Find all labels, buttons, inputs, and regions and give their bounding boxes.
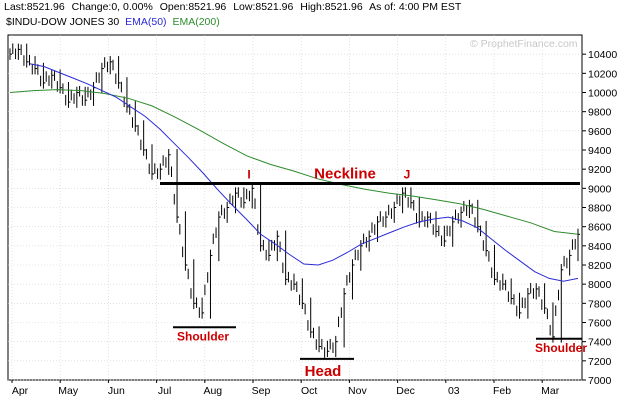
y-tick-label: 9800 — [588, 107, 612, 119]
y-tick-label: 10000 — [588, 88, 617, 100]
y-tick-label: 9200 — [588, 164, 612, 176]
open-value: Open:8521.96 — [159, 1, 227, 13]
x-tick-label: Dec — [396, 385, 415, 397]
watermark: © ProphetFinance.com — [470, 38, 578, 50]
legend-ema200: EMA(200) — [172, 16, 220, 28]
as-of-time: As of: 4:00 PM EST — [369, 1, 462, 13]
peak-j-label: J — [404, 168, 411, 182]
x-tick-label: Apr — [12, 385, 29, 397]
right-shoulder-label: Shoulder — [535, 341, 587, 355]
y-tick-label: 7800 — [588, 298, 612, 310]
y-tick-label: 7600 — [588, 318, 612, 330]
last-price: Last:8521.96 — [4, 1, 65, 13]
y-tick-label: 10400 — [588, 49, 617, 61]
x-tick-label: Nov — [348, 385, 367, 397]
y-tick-label: 8600 — [588, 222, 612, 234]
y-tick-label: 9600 — [588, 126, 612, 138]
y-tick-label: 9000 — [588, 183, 612, 195]
x-tick-label: Jun — [108, 385, 125, 397]
neckline-label: Neckline — [314, 166, 376, 183]
x-tick-label: Sep — [252, 385, 271, 397]
left-shoulder-label: Shoulder — [177, 329, 229, 343]
change-value: Change:0, 0.00% — [71, 1, 153, 13]
x-tick-label: Mar — [541, 385, 560, 397]
ema200-line — [9, 89, 579, 235]
y-tick-label: 8400 — [588, 241, 612, 253]
y-tick-label: 7000 — [588, 375, 612, 387]
quote-status-bar: Last:8521.96 Change:0, 0.00% Open:8521.9… — [4, 1, 465, 13]
y-tick-label: 8000 — [588, 279, 612, 291]
legend-ema50: EMA(50) — [125, 16, 167, 28]
peak-i-label: I — [247, 168, 250, 182]
x-tick-label: Aug — [203, 385, 222, 397]
head-label: Head — [305, 363, 342, 380]
low-value: Low:8521.96 — [233, 1, 294, 13]
plot-area — [7, 34, 583, 381]
y-tick-label: 8200 — [588, 260, 612, 272]
y-tick-label: 7200 — [588, 356, 612, 368]
x-tick-label: 03 — [448, 385, 460, 397]
legend-symbol: $INDU-DOW JONES 30 — [6, 16, 120, 28]
y-tick-label: 10200 — [588, 68, 617, 80]
high-value: High:8521.96 — [300, 1, 363, 13]
y-tick-label: 7400 — [588, 337, 612, 349]
ema50-line — [29, 63, 579, 282]
chart-legend: $INDU-DOW JONES 30 EMA(50) EMA(200) — [6, 16, 223, 28]
x-tick-label: Jul — [158, 385, 171, 397]
y-tick-label: 8800 — [588, 203, 612, 215]
x-tick-label: Feb — [493, 385, 511, 397]
x-tick-label: Oct — [301, 385, 317, 397]
y-tick-label: 9400 — [588, 145, 612, 157]
x-tick-label: May — [58, 385, 79, 397]
